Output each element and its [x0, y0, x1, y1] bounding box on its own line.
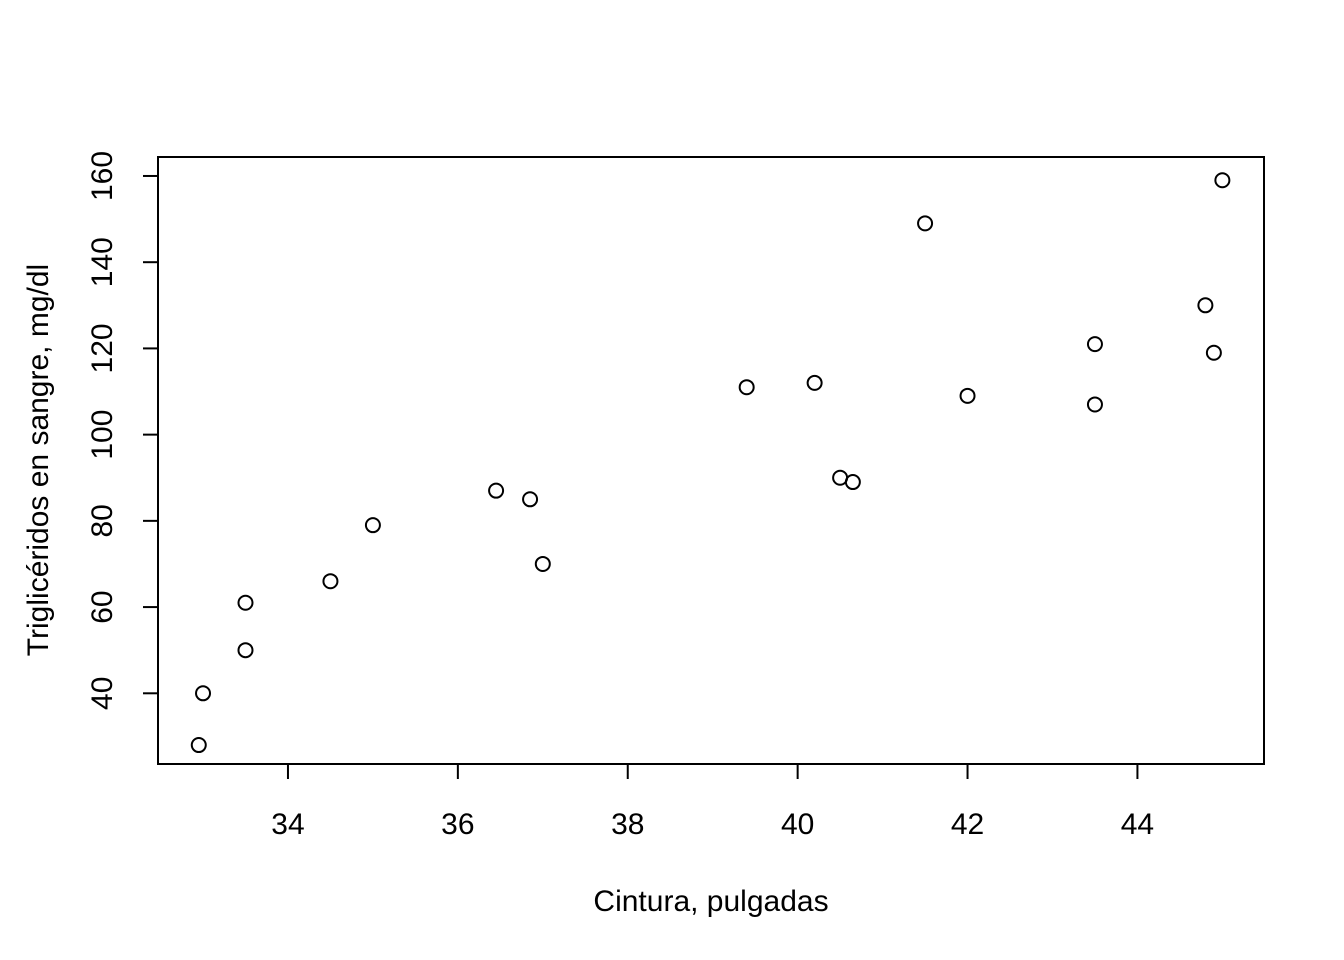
plot-frame — [157, 156, 1265, 765]
x-axis: 34 36 38 40 42 44 — [271, 763, 1154, 841]
y-tick-label: 160 — [86, 151, 119, 201]
data-point — [959, 387, 976, 404]
data-point — [1214, 172, 1231, 189]
y-axis-title: Triglicéridos en sangre, mg/dl — [22, 264, 55, 656]
data-point — [237, 642, 254, 659]
x-tick-label: 34 — [271, 808, 304, 841]
x-tick-label: 38 — [611, 808, 644, 841]
data-point — [522, 491, 539, 508]
data-point — [195, 685, 212, 702]
y-tick-label: 60 — [86, 590, 119, 623]
data-point — [806, 374, 823, 391]
x-tick-label: 44 — [1121, 808, 1154, 841]
data-point — [364, 517, 381, 534]
data-point — [844, 474, 861, 491]
data-point — [738, 379, 755, 396]
y-tick-label: 100 — [86, 410, 119, 460]
y-tick-label: 120 — [86, 323, 119, 373]
y-axis: 40 60 80 100 120 140 160 — [86, 151, 159, 710]
data-point — [237, 594, 254, 611]
x-tick-label: 36 — [441, 808, 474, 841]
data-points — [190, 172, 1231, 754]
y-tick-label: 40 — [86, 677, 119, 710]
x-tick-label: 40 — [781, 808, 814, 841]
data-point — [534, 555, 551, 572]
data-point — [917, 215, 934, 232]
data-point — [1197, 297, 1214, 314]
data-point — [1086, 396, 1103, 413]
data-point — [488, 482, 505, 499]
data-point — [1205, 344, 1222, 361]
data-point — [1086, 336, 1103, 353]
y-tick-label: 140 — [86, 237, 119, 287]
data-point — [190, 737, 207, 754]
x-axis-title: Cintura, pulgadas — [593, 885, 828, 918]
y-tick-label: 80 — [86, 504, 119, 537]
data-point — [322, 573, 339, 590]
x-tick-label: 42 — [951, 808, 984, 841]
